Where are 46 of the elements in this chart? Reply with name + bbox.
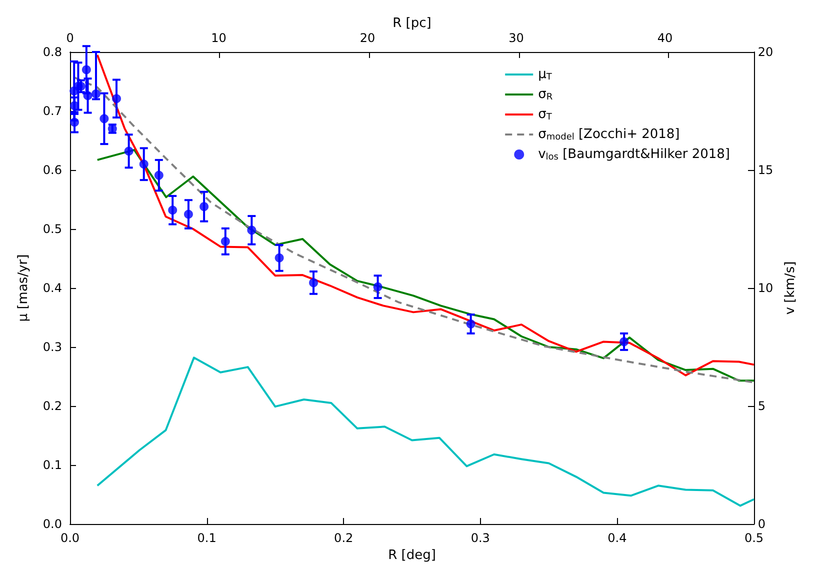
x-axis-title: R [deg] — [388, 548, 436, 563]
line-series — [96, 356, 755, 507]
y2-tick-label: 20 — [758, 45, 774, 59]
y2-axis-title: v [km/s] — [783, 261, 798, 315]
point — [309, 278, 318, 288]
point — [466, 319, 476, 328]
y-axis-title: μ [mas/yr] — [16, 254, 31, 322]
x2-tick-label: 0 — [66, 31, 74, 45]
point — [184, 210, 193, 219]
y2-tick-label: 5 — [758, 399, 766, 413]
x-tick-label: 0.2 — [334, 531, 354, 545]
point — [82, 65, 91, 74]
x2-tick-label: 10 — [211, 31, 226, 45]
point — [200, 202, 209, 212]
y-tick-label: 0.2 — [42, 399, 62, 413]
point — [620, 337, 629, 346]
y2-tick-label: 15 — [758, 163, 774, 177]
y-tick-label: 0.6 — [42, 163, 62, 177]
y-tick-label: 0.4 — [42, 281, 62, 295]
point — [168, 206, 178, 215]
y2-tick-label: 10 — [758, 281, 774, 295]
x-tick-label: 0.3 — [470, 531, 490, 545]
point — [112, 94, 122, 104]
x-tick-label: 0.4 — [608, 531, 627, 545]
y2-tick-label: 0 — [758, 517, 766, 531]
y-tick-label: 0.0 — [42, 517, 62, 531]
point — [139, 160, 148, 169]
x-tick-label: 0.0 — [60, 531, 80, 545]
y-tick-label: 0.7 — [42, 104, 62, 118]
point — [274, 253, 284, 262]
x2-axis-title: R [pc] — [392, 16, 432, 31]
point — [100, 114, 109, 124]
point — [124, 146, 134, 156]
point — [154, 170, 164, 180]
y-tick-label: 0.1 — [42, 458, 62, 472]
point — [373, 282, 382, 292]
x-tick-label: 0.5 — [744, 531, 764, 545]
y-tick-label: 0.5 — [42, 222, 62, 236]
x2-tick-label: 30 — [508, 31, 524, 45]
point — [247, 226, 256, 235]
x2-tick-label: 40 — [657, 31, 673, 45]
point — [220, 236, 230, 246]
x2-tick-label: 20 — [360, 31, 376, 45]
y-tick-label: 0.3 — [42, 340, 62, 354]
x-tick-label: 0.1 — [197, 531, 216, 545]
y-tick-label: 0.8 — [42, 45, 62, 59]
